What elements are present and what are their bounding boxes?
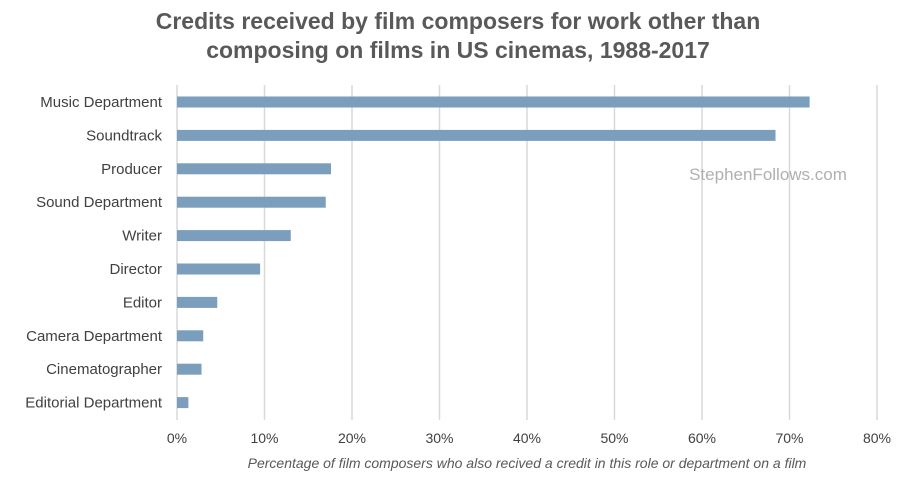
bar: [177, 230, 291, 242]
x-tick-label: 10%: [250, 430, 278, 446]
category-label: Camera Department: [26, 328, 163, 345]
x-tick-label: 20%: [338, 430, 366, 446]
bar: [177, 129, 776, 141]
category-label: Editorial Department: [25, 395, 163, 412]
bar: [177, 263, 261, 275]
bar: [177, 330, 204, 342]
x-tick-labels: 0% 10% 20% 30% 40% 50% 60% 70% 80%: [167, 430, 891, 446]
bars: [177, 96, 810, 409]
category-label: Cinematographer: [46, 361, 162, 378]
category-label: Writer: [122, 228, 162, 245]
category-labels: Music Department Soundtrack Producer Sound …: [25, 94, 163, 412]
chart-title-line-2: composing on films in US cinemas, 1988-2…: [206, 37, 710, 63]
watermark: StephenFollows.com: [689, 165, 847, 184]
x-tick-label: 30%: [425, 430, 453, 446]
category-label: Director: [109, 261, 162, 278]
x-tick-label: 70%: [775, 430, 803, 446]
bar: [177, 163, 331, 175]
bar: [177, 196, 326, 208]
x-axis-label: Percentage of film composers who also re…: [248, 455, 807, 471]
chart-title-line-1: Credits received by film composers for w…: [156, 8, 761, 34]
category-label: Sound Department: [36, 194, 163, 211]
x-tick-label: 0%: [167, 430, 187, 446]
x-tick-label: 40%: [513, 430, 541, 446]
category-label: Producer: [101, 161, 162, 178]
x-tick-label: 80%: [863, 430, 891, 446]
category-label: Soundtrack: [86, 127, 162, 144]
category-label: Editor: [123, 294, 162, 311]
bar: [177, 363, 202, 375]
category-label: Music Department: [40, 94, 163, 111]
x-tick-label: 60%: [688, 430, 716, 446]
x-tick-label: 50%: [600, 430, 628, 446]
bar: [177, 96, 810, 108]
bar: [177, 397, 189, 409]
bar: [177, 296, 218, 308]
